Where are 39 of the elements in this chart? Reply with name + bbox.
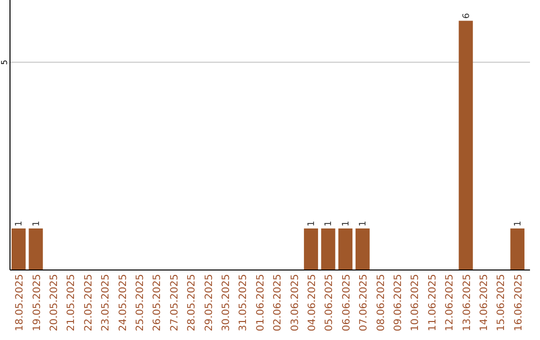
x-tick-label: 11.06.2025 <box>427 274 438 332</box>
x-tick-label: 18.05.2025 <box>14 274 26 332</box>
data-label: 1 <box>14 220 25 226</box>
data-label: 1 <box>324 220 334 226</box>
x-tick-label: 27.05.2025 <box>169 274 180 332</box>
data-label: 1 <box>341 220 352 226</box>
x-tick-label: 01.06.2025 <box>255 274 266 332</box>
x-tick-label: 14.06.2025 <box>479 274 490 332</box>
data-label: 1 <box>358 220 369 226</box>
x-tick-label: 04.06.2025 <box>307 274 318 332</box>
x-tick-label: 23.05.2025 <box>100 274 112 332</box>
x-tick-label: 06.06.2025 <box>341 274 352 332</box>
x-tick-label: 13.06.2025 <box>462 274 473 332</box>
data-label: 6 <box>462 12 472 19</box>
x-tick-label: 19.05.2025 <box>32 274 43 332</box>
x-tick-label: 08.06.2025 <box>376 274 387 332</box>
data-label: 1 <box>32 220 42 226</box>
x-tick-label: 16.06.2025 <box>513 274 524 332</box>
x-tick-label: 24.05.2025 <box>118 274 129 332</box>
data-label: 1 <box>307 220 317 226</box>
x-tick-label: 07.06.2025 <box>358 274 370 332</box>
data-label: 1 <box>513 220 524 226</box>
x-tick-label: 29.05.2025 <box>204 274 215 332</box>
x-tick-label: 03.06.2025 <box>290 274 301 332</box>
y-tick-label: 5 <box>0 60 9 65</box>
x-tick-label: 12.06.2025 <box>444 274 456 332</box>
x-tick-label: 21.05.2025 <box>66 274 78 332</box>
x-tick-label: 25.05.2025 <box>135 274 146 332</box>
x-tick-label: 20.05.2025 <box>49 274 60 332</box>
x-tick-label: 09.06.2025 <box>393 274 404 332</box>
x-tick-label: 05.06.2025 <box>324 274 336 332</box>
x-tick-label: 26.05.2025 <box>152 274 164 332</box>
x-tick-label: 02.06.2025 <box>272 274 284 332</box>
x-tick-label: 31.05.2025 <box>238 274 250 332</box>
x-tick-label: 30.05.2025 <box>221 274 232 332</box>
x-tick-label: 10.06.2025 <box>410 274 422 332</box>
x-tick-label: 28.05.2025 <box>186 274 198 332</box>
x-tick-label: 15.06.2025 <box>496 274 508 332</box>
x-tick-label: 22.05.2025 <box>83 274 94 332</box>
